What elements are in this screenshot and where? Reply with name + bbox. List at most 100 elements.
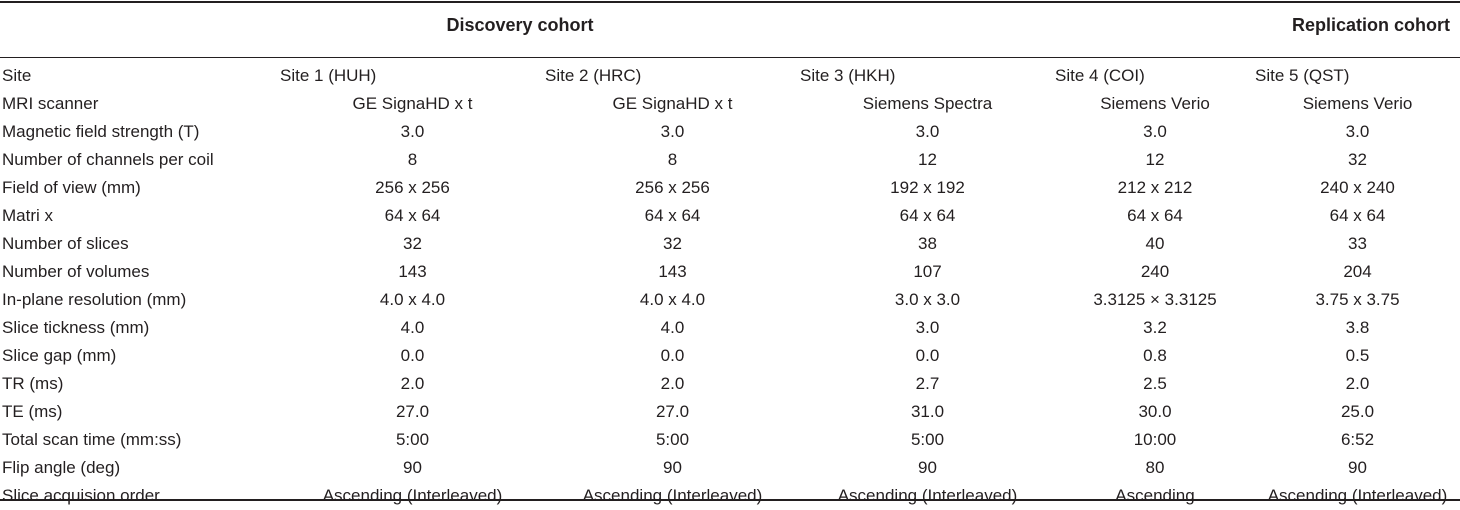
cell-site-5: 204 (1343, 262, 1372, 281)
cell-site-1: 90 (403, 458, 422, 477)
row-label: Number of volumes (2, 262, 150, 281)
cell-site-4: 12 (1145, 150, 1165, 169)
cell-site-1: Ascending (Interleaved) (322, 486, 503, 505)
row-label: Slice gap (mm) (2, 346, 117, 365)
row-label: Number of channels per coil (2, 150, 214, 169)
discovery-cohort-header: Discovery cohort (446, 15, 594, 35)
cell-site-1: GE SignaHD x t (352, 94, 473, 113)
table-row: TE (ms) 27.0 27.0 31.0 30.0 25.0 (0, 398, 1460, 426)
table-row: Flip angle (deg) 90 90 90 80 90 (0, 454, 1460, 482)
table-row: Number of slices 32 32 38 40 33 (0, 230, 1460, 258)
row-label: Number of slices (2, 234, 129, 253)
cell-site-5: 25.0 (1340, 402, 1375, 421)
cell-site-2: Site 2 (HRC) (545, 66, 642, 85)
cell-site-3: Site 3 (HKH) (800, 66, 896, 85)
row-label: Magnetic field strength (T) (2, 122, 200, 141)
cell-site-2: 32 (663, 234, 682, 253)
cell-site-4: 3.0 (1143, 122, 1167, 141)
cell-site-1: 32 (403, 234, 422, 253)
table-row: Site Site 1 (HUH) Site 2 (HRC) Site 3 (HKH)… (0, 62, 1460, 90)
cell-site-1: 5:00 (395, 430, 430, 449)
table-row: Magnetic field strength (T) 3.0 3.0 3.0 3.0 3… (0, 118, 1460, 146)
table-bottom-rule (0, 499, 1460, 501)
cell-site-4: 2.5 (1143, 374, 1167, 393)
cell-site-1: 2.0 (400, 374, 425, 393)
table-row: In-plane resolution (mm) 4.0 x 4.0 4.0 x 4… (0, 286, 1460, 314)
cell-site-3: 107 (913, 262, 942, 281)
cell-site-4: 40 (1145, 234, 1165, 253)
cell-site-1: 3.0 (400, 122, 425, 141)
cell-site-2: 2.0 (660, 374, 685, 393)
cell-site-4: 212 x 212 (1117, 178, 1193, 197)
table-row: Field of view (mm) 256 x 256 256 x 256 192 … (0, 174, 1460, 202)
cell-site-4: 240 (1140, 262, 1170, 281)
table-row: Total scan time (mm:ss) 5:00 5:00 5:00 10:00… (0, 426, 1460, 454)
cell-site-5: 3.75 x 3.75 (1315, 290, 1400, 309)
cell-site-3: 12 (918, 150, 937, 169)
cell-site-1: Site 1 (HUH) (280, 66, 377, 85)
cell-site-2: 90 (663, 458, 682, 477)
cell-site-4: 3.3125 × 3.3125 (1093, 290, 1217, 309)
row-label: Slice tickness (mm) (2, 318, 150, 337)
table-row: Slice acquision order Ascending (Interlea… (0, 482, 1460, 510)
row-label: Matri x (2, 206, 53, 225)
cell-site-2: 143 (658, 262, 687, 281)
cell-site-3: 38 (918, 234, 937, 253)
table-row: Slice tickness (mm) 4.0 4.0 3.0 3.2 3.8 (0, 314, 1460, 342)
cell-site-2: 4.0 x 4.0 (639, 290, 706, 309)
cell-site-1: 4.0 x 4.0 (379, 290, 446, 309)
table-top-rule (0, 1, 1460, 3)
cell-site-2: GE SignaHD x t (612, 94, 733, 113)
cell-site-5: 33 (1348, 234, 1367, 253)
cell-site-5: 64 x 64 (1329, 206, 1386, 225)
table-row: TR (ms) 2.0 2.0 2.7 2.5 2.0 (0, 370, 1460, 398)
cell-site-1: 27.0 (395, 402, 430, 421)
cell-site-3: 3.0 x 3.0 (894, 290, 961, 309)
cell-site-4: Ascending (1115, 486, 1195, 505)
cell-site-1: 0.0 (400, 346, 425, 365)
cell-site-2: 0.0 (660, 346, 685, 365)
cell-site-5: Site 5 (QST) (1255, 66, 1350, 85)
cell-site-3: Siemens Spectra (862, 94, 993, 113)
row-label: TR (ms) (2, 374, 64, 393)
table-body: Site Site 1 (HUH) Site 2 (HRC) Site 3 (HKH)… (0, 62, 1460, 510)
table-row: Slice gap (mm) 0.0 0.0 0.0 0.8 0.5 (0, 342, 1460, 370)
cell-site-2: Ascending (Interleaved) (582, 486, 763, 505)
cell-site-5: 32 (1348, 150, 1367, 169)
cell-site-4: 30.0 (1138, 402, 1172, 421)
cell-site-3: 5:00 (910, 430, 945, 449)
cell-site-2: 4.0 (660, 318, 685, 337)
table-row: Matri x 64 x 64 64 x 64 64 x 64 64 x 64 64 x … (0, 202, 1460, 230)
cell-site-2: 8 (667, 150, 678, 169)
cell-site-2: 256 x 256 (635, 178, 710, 197)
cell-site-5: 90 (1348, 458, 1367, 477)
scanner-parameters-table: Site Site 1 (HUH) Site 2 (HRC) Site 3 (HKH)… (0, 62, 1460, 510)
cell-site-4: 64 x 64 (1127, 206, 1183, 225)
cell-site-2: 3.0 (660, 122, 685, 141)
cell-site-3: 3.0 (915, 122, 940, 141)
cell-site-2: 64 x 64 (644, 206, 701, 225)
cell-site-4: 3.2 (1143, 318, 1167, 337)
row-label: Site (2, 66, 32, 85)
cell-site-5: Ascending (Interleaved) (1267, 486, 1448, 505)
row-label: Slice acquision order (2, 486, 160, 505)
table-row: Number of volumes 143 143 107 240 204 (0, 258, 1460, 286)
cell-site-2: 27.0 (655, 402, 690, 421)
cell-site-3: Ascending (Interleaved) (837, 486, 1018, 505)
cell-site-3: 3.0 (915, 318, 940, 337)
cell-site-3: 90 (918, 458, 937, 477)
cell-site-1: 143 (398, 262, 427, 281)
cell-site-1: 4.0 (400, 318, 425, 337)
cell-site-5: 3.0 (1345, 122, 1370, 141)
cell-site-4: Site 4 (COI) (1055, 66, 1145, 85)
cell-site-4: 0.8 (1143, 346, 1167, 365)
cell-site-4: Siemens Verio (1100, 94, 1210, 113)
cell-site-5: Siemens Verio (1302, 94, 1413, 113)
row-label: TE (ms) (2, 402, 63, 421)
row-label: Total scan time (mm:ss) (2, 430, 182, 449)
row-label: Field of view (mm) (2, 178, 141, 197)
cell-site-2: 5:00 (655, 430, 690, 449)
table-row: MRI scanner GE SignaHD x t GE SignaHD x t S… (0, 90, 1460, 118)
row-label: MRI scanner (2, 94, 99, 113)
cell-site-3: 31.0 (910, 402, 945, 421)
